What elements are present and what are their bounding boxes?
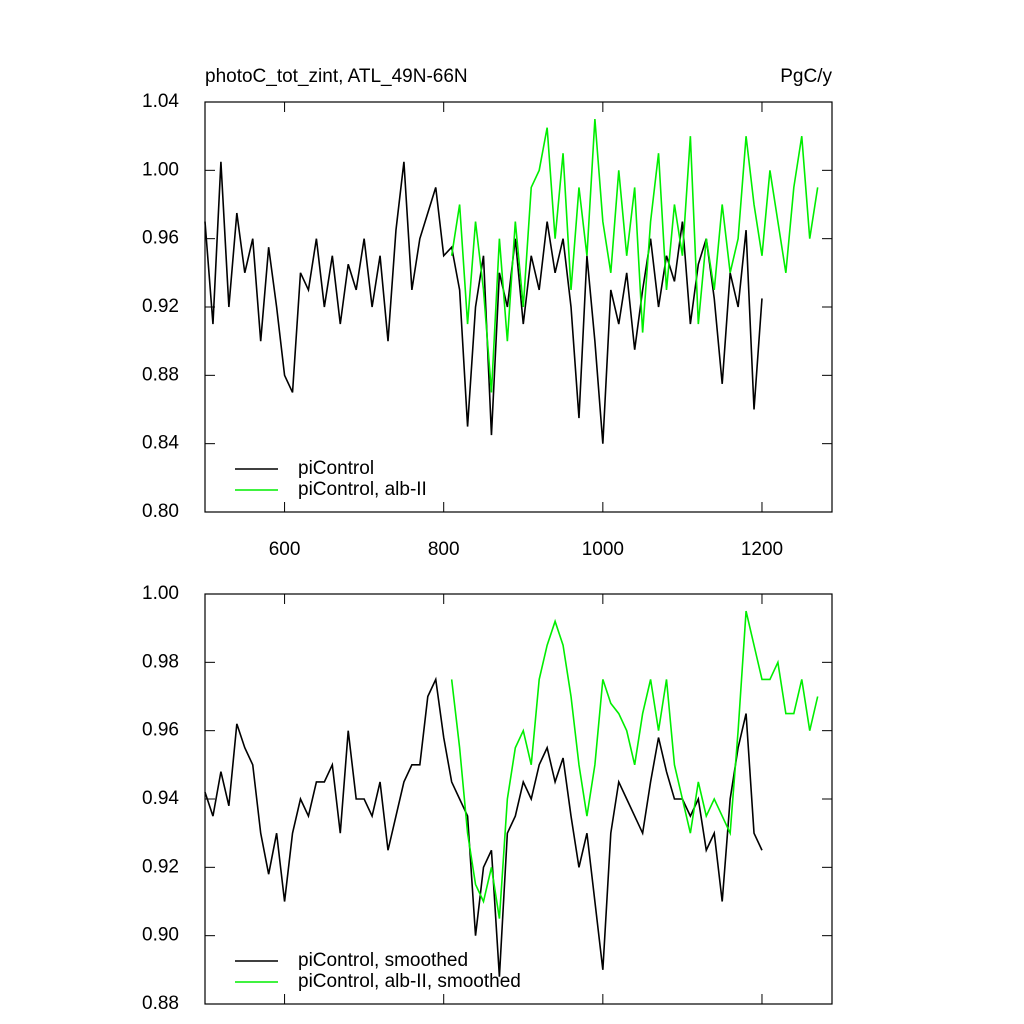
- y-tick-label: 1.00: [142, 159, 179, 180]
- chart-title: photoC_tot_zint, ATL_49N-66N: [205, 66, 468, 87]
- legend-label: piControl, alb-II, smoothed: [298, 971, 521, 992]
- y-tick-label: 1.00: [142, 583, 179, 604]
- y-tick-label: 0.94: [142, 788, 179, 809]
- legend-label: piControl: [298, 458, 374, 479]
- y-tick-label: 0.92: [142, 296, 179, 317]
- y-tick-label: 0.90: [142, 925, 179, 946]
- legend-label: piControl, alb-II: [298, 479, 427, 500]
- units-label: PgC/y: [780, 66, 832, 87]
- x-tick-label: 600: [269, 539, 301, 560]
- y-tick-label: 0.96: [142, 720, 179, 741]
- x-tick-label: 1000: [582, 539, 624, 560]
- data-line: [204, 161, 763, 444]
- y-tick-label: 0.80: [142, 501, 179, 522]
- y-tick-label: 0.84: [142, 433, 179, 454]
- data-line: [450, 610, 819, 919]
- x-tick-label: 800: [428, 539, 460, 560]
- y-tick-label: 1.04: [142, 91, 179, 112]
- legend-label: piControl, smoothed: [298, 950, 468, 971]
- data-line: [450, 119, 819, 393]
- data-line: [204, 676, 763, 977]
- y-tick-label: 0.88: [142, 993, 179, 1014]
- x-tick-label: 1200: [741, 539, 783, 560]
- y-tick-label: 0.92: [142, 856, 179, 877]
- y-tick-label: 0.88: [142, 364, 179, 385]
- y-tick-label: 0.98: [142, 651, 179, 672]
- y-tick-label: 0.96: [142, 228, 179, 249]
